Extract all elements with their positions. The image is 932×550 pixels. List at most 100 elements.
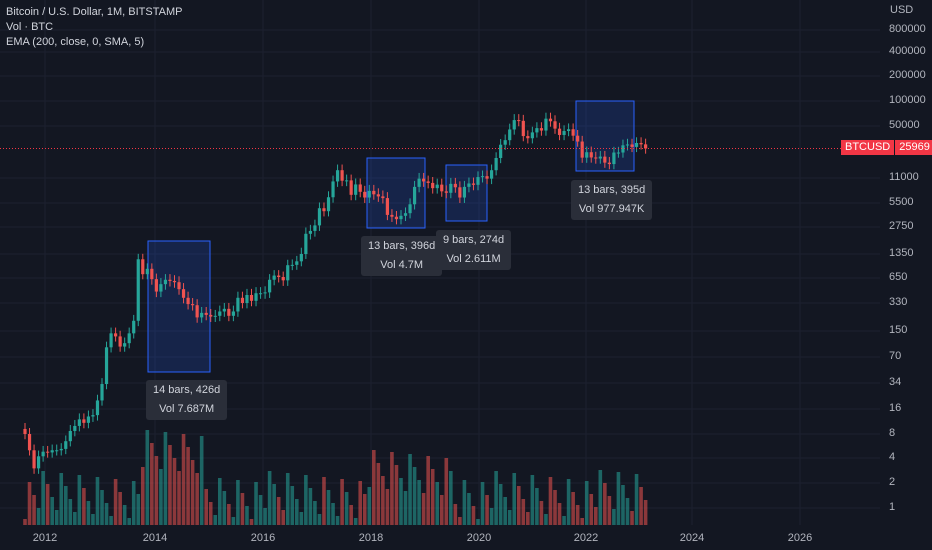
volume-bar <box>362 494 367 525</box>
volume-bar <box>140 467 145 525</box>
candle-body <box>340 170 344 181</box>
candle-body <box>55 450 59 452</box>
candle-body <box>539 128 544 131</box>
volume-bar <box>526 512 530 525</box>
volume-bar <box>267 471 272 525</box>
candle-body <box>172 280 177 283</box>
candle-body <box>159 284 163 292</box>
candle-body <box>186 297 190 305</box>
time-axis-label[interactable]: 2020 <box>466 532 492 544</box>
price-axis-label[interactable]: 1 <box>889 501 896 513</box>
volume-bar <box>593 507 598 525</box>
volume-bar <box>290 486 295 525</box>
currency-label[interactable]: USD <box>890 4 914 16</box>
volume-bar <box>195 473 199 525</box>
candle-body <box>109 333 113 348</box>
volume-bar <box>168 445 172 525</box>
price-axis-label[interactable]: 70 <box>889 350 902 362</box>
volume-bar <box>462 480 467 525</box>
price-axis-label[interactable]: 50000 <box>889 119 920 131</box>
price-axis-label[interactable]: 150 <box>889 324 908 336</box>
candle-body <box>612 152 616 165</box>
candle-body <box>394 216 399 220</box>
candle-body <box>317 208 322 226</box>
candle-body <box>417 178 421 187</box>
volume-bar <box>131 481 136 525</box>
candle-body <box>114 333 118 337</box>
volume-bar <box>403 491 408 525</box>
volume-bar <box>453 504 458 525</box>
candle-body <box>123 343 127 347</box>
volume-bar <box>254 482 258 525</box>
candle-body <box>59 448 63 451</box>
price-axis-label[interactable]: 100000 <box>889 94 926 106</box>
price-axis-label[interactable]: 2 <box>889 476 896 488</box>
ema-legend[interactable]: EMA (200, close, 0, SMA, 5) <box>6 36 145 48</box>
candle-body <box>23 428 27 434</box>
price-axis-label[interactable]: 200000 <box>889 69 926 81</box>
time-axis-label[interactable]: 2024 <box>679 532 705 544</box>
volume-bar <box>521 499 526 525</box>
volume-bar <box>222 491 227 525</box>
volume-bar <box>571 492 575 525</box>
candle-body <box>381 196 385 199</box>
candle-body <box>304 233 308 254</box>
volume-bar <box>449 471 453 525</box>
volume-bar <box>630 511 634 525</box>
price-axis-label[interactable]: 34 <box>889 376 902 388</box>
price-axis-label[interactable]: 400000 <box>889 45 926 57</box>
time-axis-label[interactable]: 2026 <box>787 532 813 544</box>
candle-body <box>68 430 72 442</box>
time-axis-label[interactable]: 2022 <box>573 532 599 544</box>
volume-bar <box>36 508 41 525</box>
volume-bar <box>32 495 36 525</box>
volume-bar <box>186 447 190 525</box>
candle-body <box>295 261 299 265</box>
candle-body <box>440 184 444 192</box>
candle-body <box>576 135 580 142</box>
price-tag-symbol: BTCUSD <box>841 140 896 155</box>
candle-body <box>73 425 77 431</box>
price-axis-label[interactable]: 800000 <box>889 23 926 35</box>
candle-body <box>64 441 68 449</box>
volume-legend[interactable]: Vol · BTC <box>6 21 54 33</box>
time-axis-label[interactable]: 2016 <box>250 532 276 544</box>
volume-bar <box>557 503 562 525</box>
time-axis-label[interactable]: 2018 <box>358 532 384 544</box>
candle-body <box>277 275 281 278</box>
candle-body <box>245 294 249 303</box>
price-axis-label[interactable]: 5500 <box>889 196 914 208</box>
candle-body <box>644 144 648 149</box>
candle-body <box>354 184 358 195</box>
volume-bar <box>349 505 353 525</box>
price-axis-label[interactable]: 650 <box>889 271 908 283</box>
price-axis-label[interactable]: 330 <box>889 296 908 308</box>
symbol-legend[interactable]: Bitcoin / U.S. Dollar, 1M, BITSTAMP <box>6 6 183 18</box>
time-axis-label[interactable]: 2012 <box>32 532 58 544</box>
volume-bar <box>412 467 417 525</box>
candle-body <box>322 208 326 212</box>
price-axis-label[interactable]: 1350 <box>889 247 914 259</box>
price-axis-label[interactable]: 4 <box>889 451 896 463</box>
candle-body <box>408 204 412 214</box>
volume-bar <box>598 470 603 525</box>
price-axis-label[interactable]: 11000 <box>889 171 919 183</box>
candle-body <box>231 311 235 316</box>
price-axis-label[interactable]: 8 <box>889 427 896 439</box>
price-axis-label[interactable]: 2750 <box>889 220 914 232</box>
measure-tooltip-3: 9 bars, 274d Vol 2.611M <box>436 230 512 270</box>
candle-body <box>603 156 607 163</box>
price-axis-label[interactable]: 16 <box>889 402 902 414</box>
volume-bar <box>485 495 489 525</box>
volume-bar <box>430 469 435 525</box>
candle-body <box>86 416 91 423</box>
time-axis-label[interactable]: 2014 <box>142 532 168 544</box>
measure-tooltip-4: 13 bars, 395d Vol 977.947K <box>571 180 653 220</box>
volume-bar <box>489 508 494 525</box>
candle-body <box>471 183 476 185</box>
candle-body <box>204 312 208 315</box>
volume-bar <box>299 512 304 525</box>
candle-body <box>557 128 562 135</box>
volume-bar <box>245 506 249 525</box>
